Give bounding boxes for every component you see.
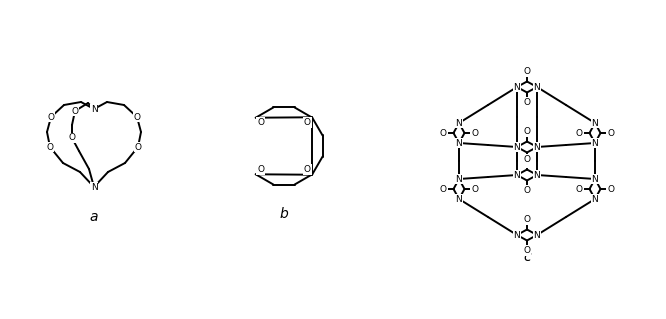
Text: N: N xyxy=(533,83,540,92)
Text: O: O xyxy=(47,143,53,152)
Text: O: O xyxy=(257,165,264,174)
Text: O: O xyxy=(257,118,264,127)
Text: O: O xyxy=(576,129,583,137)
Text: O: O xyxy=(523,127,531,136)
Text: O: O xyxy=(523,67,531,76)
Text: N: N xyxy=(591,118,598,128)
Text: O: O xyxy=(440,184,447,194)
Text: N: N xyxy=(513,231,520,240)
Text: N: N xyxy=(533,170,540,180)
Text: N: N xyxy=(456,138,462,147)
Text: N: N xyxy=(591,138,598,147)
Text: O: O xyxy=(523,186,531,195)
Text: N: N xyxy=(513,143,520,152)
Text: O: O xyxy=(47,113,55,122)
Text: O: O xyxy=(440,129,447,137)
Text: O: O xyxy=(304,165,311,174)
Text: O: O xyxy=(576,184,583,194)
Text: O: O xyxy=(607,129,614,137)
Text: N: N xyxy=(513,83,520,92)
Text: c: c xyxy=(523,250,531,264)
Text: O: O xyxy=(523,246,531,255)
Text: N: N xyxy=(533,143,540,152)
Text: O: O xyxy=(135,143,141,152)
Text: O: O xyxy=(523,155,531,164)
Text: O: O xyxy=(71,107,79,115)
Text: O: O xyxy=(133,113,141,122)
Text: N: N xyxy=(533,231,540,240)
Text: N: N xyxy=(456,195,462,204)
Text: O: O xyxy=(304,118,311,127)
Text: N: N xyxy=(91,182,97,191)
Text: b: b xyxy=(280,207,288,221)
Text: a: a xyxy=(90,210,99,224)
Text: N: N xyxy=(591,174,598,183)
Text: O: O xyxy=(471,184,478,194)
Text: N: N xyxy=(456,118,462,128)
Text: N: N xyxy=(91,105,97,114)
Text: O: O xyxy=(523,158,531,167)
Text: O: O xyxy=(69,133,75,143)
Text: N: N xyxy=(513,170,520,180)
Text: N: N xyxy=(456,174,462,183)
Text: O: O xyxy=(607,184,614,194)
Text: N: N xyxy=(591,195,598,204)
Text: O: O xyxy=(523,98,531,107)
Text: O: O xyxy=(471,129,478,137)
Text: O: O xyxy=(523,215,531,224)
